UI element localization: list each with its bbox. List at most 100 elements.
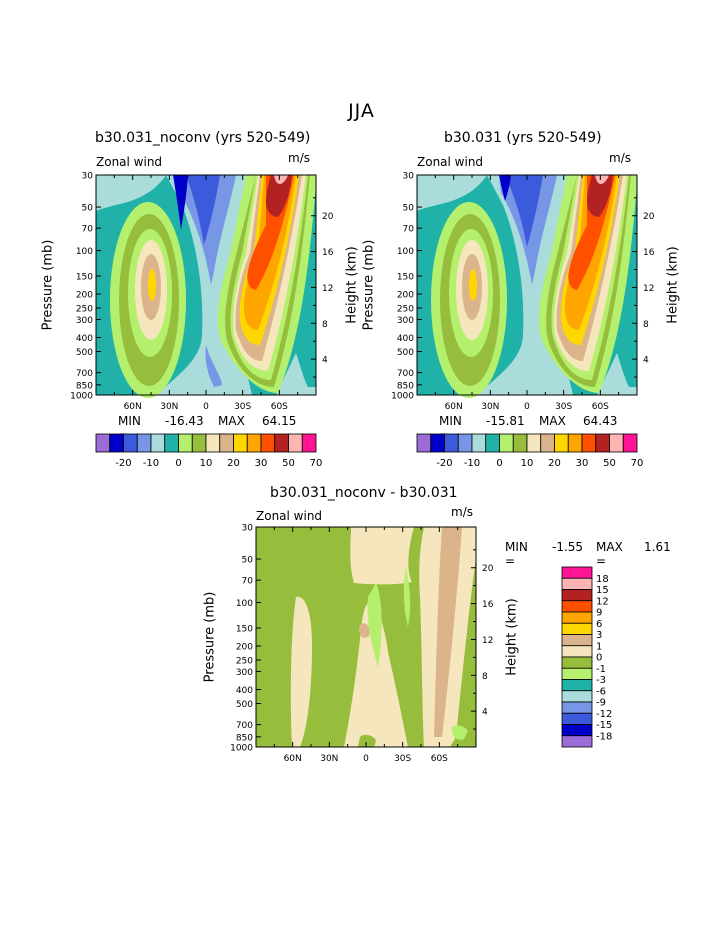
colorbar-swatch bbox=[178, 433, 193, 453]
colorbar-swatch bbox=[512, 433, 528, 453]
colorbar-label: -15 bbox=[596, 720, 612, 731]
lat-tick-label: 30N bbox=[160, 402, 178, 412]
pressure-tick-label: 150 bbox=[236, 624, 253, 634]
height-tick-label: 8 bbox=[322, 320, 328, 330]
colorbar-swatch bbox=[561, 645, 593, 658]
colorbar-label: 6 bbox=[596, 619, 602, 630]
y2-axis-label: Height (km) bbox=[344, 246, 360, 324]
height-tick-label: 16 bbox=[643, 248, 655, 258]
lat-tick-label: 60N bbox=[124, 402, 142, 412]
colorbar-swatch bbox=[561, 634, 593, 647]
colorbar-label: 9 bbox=[596, 608, 602, 619]
colorbar-swatch bbox=[219, 433, 234, 453]
lat-tick-label: 0 bbox=[203, 402, 209, 412]
pressure-tick-label: 150 bbox=[397, 272, 414, 282]
height-tick-label: 4 bbox=[643, 356, 649, 366]
colorbar-swatch bbox=[526, 433, 542, 453]
pressure-tick-label: 400 bbox=[397, 334, 414, 344]
panel-title: b30.031 (yrs 520-549) bbox=[444, 130, 602, 146]
pressure-tick-label: 30 bbox=[242, 524, 254, 534]
colorbar-swatch bbox=[274, 433, 289, 453]
variable-label: Zonal wind bbox=[417, 155, 484, 169]
pressure-tick-label: 100 bbox=[76, 247, 93, 257]
height-tick-label: 20 bbox=[322, 212, 334, 222]
colorbar-swatch bbox=[246, 433, 262, 453]
lat-tick-label: 0 bbox=[363, 754, 369, 764]
colorbar-label: 20 bbox=[227, 458, 240, 469]
colorbar-swatch bbox=[191, 433, 207, 453]
colorbar-swatch bbox=[540, 433, 555, 453]
colorbar-swatch bbox=[561, 667, 593, 680]
colorbar-swatch bbox=[609, 433, 624, 453]
colorbar-swatch bbox=[109, 433, 124, 453]
colorbar-swatch bbox=[561, 712, 593, 725]
colorbar-swatch bbox=[205, 433, 221, 453]
pressure-tick-label: 200 bbox=[76, 291, 93, 301]
pressure-tick-label: 700 bbox=[76, 369, 93, 379]
pressure-tick-label: 70 bbox=[242, 577, 254, 587]
units-label: m/s bbox=[288, 151, 310, 165]
colorbar-swatch bbox=[561, 690, 593, 703]
colorbar: -20 -10 0 10 20 30 50 70 bbox=[95, 433, 322, 469]
max-value: 1.61 bbox=[644, 540, 671, 554]
min-label: MIN = bbox=[505, 540, 528, 568]
pressure-tick-label: 500 bbox=[397, 348, 414, 358]
pressure-tick-label: 250 bbox=[76, 305, 93, 315]
colorbar-swatch bbox=[499, 433, 514, 453]
lat-tick-label: 30N bbox=[320, 754, 338, 764]
colorbar: -20 -10 0 10 20 30 50 70 bbox=[416, 433, 643, 469]
colorbar-swatch bbox=[622, 433, 638, 453]
pressure-tick-label: 30 bbox=[82, 172, 94, 182]
pressure-tick-label: 300 bbox=[76, 316, 93, 326]
lat-tick-label: 30S bbox=[234, 402, 251, 412]
height-tick-label: 12 bbox=[322, 284, 333, 294]
colorbar-label: -1 bbox=[596, 664, 606, 675]
pressure-tick-label: 850 bbox=[236, 733, 253, 743]
height-tick-label: 12 bbox=[482, 636, 493, 646]
units-label: m/s bbox=[609, 151, 631, 165]
variable-label: Zonal wind bbox=[96, 155, 163, 169]
height-tick-label: 12 bbox=[643, 284, 654, 294]
pressure-tick-label: 700 bbox=[236, 721, 253, 731]
colorbar-swatch bbox=[561, 611, 593, 624]
colorbar-swatch bbox=[471, 433, 487, 453]
colorbar-swatch bbox=[561, 735, 593, 748]
height-tick-label: 8 bbox=[482, 672, 488, 682]
colorbar-label: 10 bbox=[521, 458, 534, 469]
colorbar-swatch bbox=[123, 433, 138, 453]
pressure-tick-label: 1000 bbox=[391, 392, 414, 402]
colorbar-label: 0 bbox=[496, 458, 502, 469]
colorbar-label: -10 bbox=[464, 458, 480, 469]
colorbar-label: -6 bbox=[596, 686, 606, 697]
height-tick-label: 4 bbox=[322, 356, 328, 366]
lat-tick-label: 30N bbox=[481, 402, 499, 412]
colorbar-swatch bbox=[416, 433, 432, 453]
page-title: JJA bbox=[348, 100, 375, 122]
y-axis-label: Pressure (mb) bbox=[202, 591, 218, 683]
height-tick-label: 8 bbox=[643, 320, 649, 330]
colorbar-label: 70 bbox=[631, 458, 644, 469]
pressure-tick-label: 700 bbox=[397, 369, 414, 379]
variable-label: Zonal wind bbox=[256, 509, 323, 523]
pressure-tick-label: 500 bbox=[236, 700, 253, 710]
colorbar-swatch bbox=[561, 577, 593, 590]
height-tick-label: 20 bbox=[482, 564, 494, 574]
colorbar-swatch bbox=[561, 622, 593, 635]
colorbar-label: 30 bbox=[576, 458, 589, 469]
colorbar-label: -3 bbox=[596, 675, 606, 686]
y-axis-label: Pressure (mb) bbox=[361, 239, 377, 331]
colorbar-label: 20 bbox=[548, 458, 561, 469]
units-label: m/s bbox=[451, 505, 473, 519]
lat-tick-label: 60N bbox=[445, 402, 463, 412]
colorbar-swatch bbox=[581, 433, 597, 453]
pressure-tick-label: 850 bbox=[397, 381, 414, 391]
colorbar-swatch bbox=[561, 724, 593, 737]
colorbar-label: 30 bbox=[255, 458, 268, 469]
colorbar-label: 1 bbox=[596, 641, 602, 652]
colorbar-swatch bbox=[485, 433, 500, 453]
pressure-tick-label: 850 bbox=[76, 381, 93, 391]
colorbar-label: 0 bbox=[175, 458, 181, 469]
colorbar-swatch bbox=[554, 433, 569, 453]
colorbar-swatch bbox=[430, 433, 445, 453]
